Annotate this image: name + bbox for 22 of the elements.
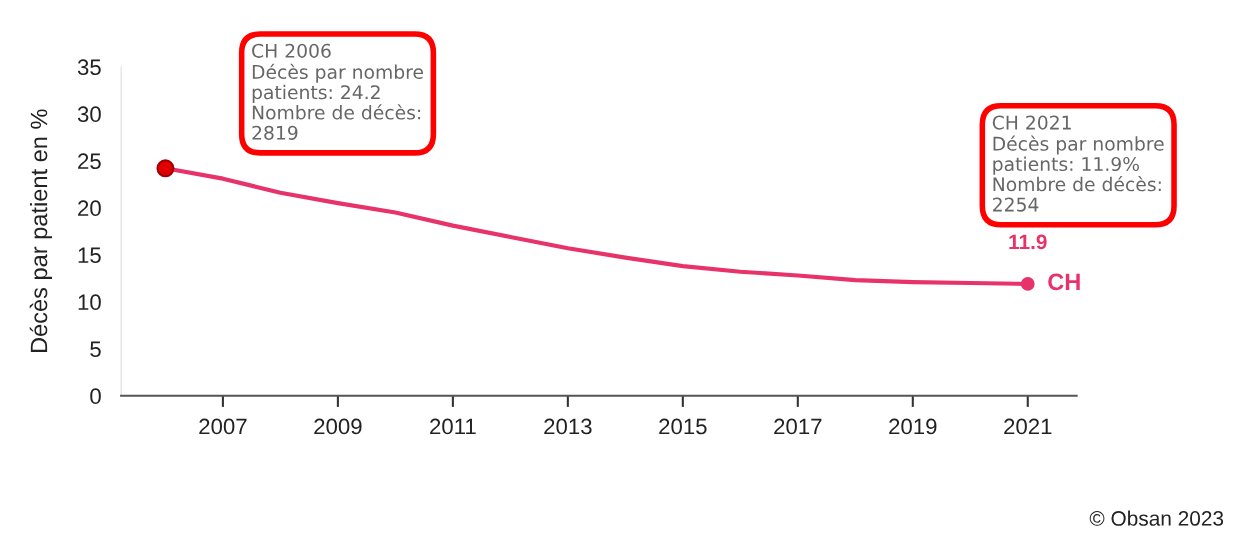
y-tick-label: 5	[90, 341, 101, 358]
x-tick-label: 2009	[314, 418, 362, 435]
y-tick-label: 15	[78, 247, 101, 264]
y-tick-label: 30	[77, 106, 101, 123]
x-tick-label: 2011	[430, 418, 476, 435]
data-label: 11.9	[1009, 234, 1047, 250]
y-tick-label: 25	[78, 153, 101, 170]
series-label: CH	[1048, 273, 1080, 291]
y-axis-title: Décès par patient en %	[29, 109, 52, 353]
y-tick-label: 20	[78, 200, 101, 217]
y-tick-label: 0	[90, 388, 101, 405]
x-tick-label: 2021	[1004, 418, 1052, 435]
y-tick-label: 10	[78, 294, 101, 311]
x-tick-label: 2007	[199, 418, 247, 435]
x-tick-label: 2013	[544, 418, 592, 435]
x-tick-label: 2015	[659, 418, 707, 435]
annotation: CH 2021 Décès par nombre patients: 11.9% Nombre de décès: 2254	[992, 115, 1164, 212]
x-tick-label: 2019	[889, 418, 937, 435]
annotation: CH 2006 Décès par nombre patients: 24.2 Nombre de décès: 2819	[252, 43, 423, 140]
y-tick-label: 35	[77, 59, 101, 76]
text: © Obsan 2023	[1089, 510, 1224, 526]
x-tick-label: 2017	[774, 418, 822, 435]
